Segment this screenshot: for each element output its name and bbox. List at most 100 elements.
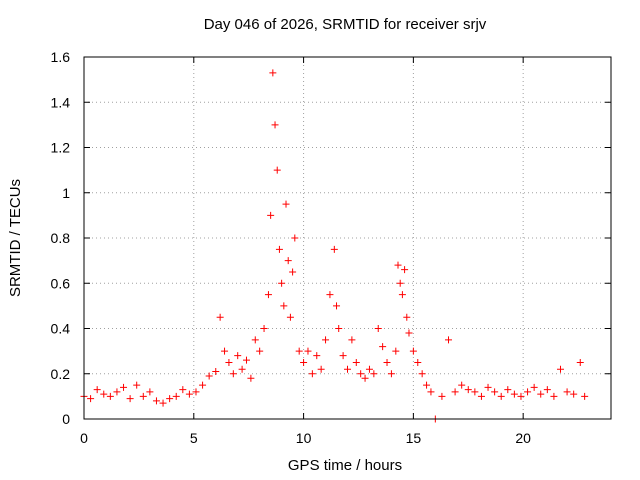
data-point — [234, 352, 242, 360]
data-point — [179, 386, 187, 394]
data-point — [517, 392, 525, 400]
data-point — [280, 302, 288, 310]
data-point — [398, 291, 406, 299]
data-point — [394, 261, 402, 269]
data-point — [159, 399, 167, 407]
plot-frame — [83, 56, 612, 420]
data-point — [339, 352, 347, 360]
data-point — [146, 388, 154, 396]
data-point — [537, 390, 545, 398]
data-point — [284, 257, 292, 265]
data-point — [409, 347, 417, 355]
x-tick-label: 10 — [296, 430, 312, 446]
data-point — [260, 325, 268, 332]
data-point — [304, 347, 312, 355]
data-point — [286, 313, 294, 321]
data-point — [497, 392, 505, 400]
data-point — [273, 166, 281, 174]
x-tick-label: 20 — [515, 430, 531, 446]
data-point — [333, 302, 341, 310]
data-point — [464, 386, 472, 394]
data-point — [484, 383, 492, 391]
data-point — [278, 279, 286, 287]
data-point — [313, 352, 321, 360]
data-point — [275, 245, 283, 253]
data-point — [242, 356, 250, 364]
data-point — [126, 395, 134, 403]
data-point — [401, 266, 409, 274]
y-tick-label: 1.4 — [51, 94, 71, 110]
data-point — [185, 390, 193, 398]
data-point — [100, 390, 108, 398]
data-point — [423, 381, 431, 389]
y-tick-label: 0.4 — [51, 321, 71, 337]
data-point — [251, 336, 259, 344]
data-point — [581, 392, 589, 400]
data-point — [330, 245, 338, 253]
data-point — [543, 386, 551, 394]
chart-title: Day 046 of 2026, SRMTID for receiver srj… — [204, 16, 487, 33]
data-point — [322, 336, 330, 344]
data-point — [133, 381, 141, 389]
data-point — [471, 388, 479, 396]
y-tick-label: 0.2 — [51, 366, 71, 382]
data-point — [269, 69, 277, 77]
data-point — [166, 395, 174, 403]
data-point — [113, 388, 121, 396]
data-point — [524, 388, 532, 396]
data-point — [504, 386, 512, 394]
data-point — [267, 211, 275, 219]
data-point — [317, 365, 325, 373]
data-point — [221, 347, 229, 355]
data-point — [300, 358, 308, 366]
data-point — [370, 370, 378, 378]
x-tick-label: 0 — [80, 430, 88, 446]
data-point — [405, 329, 413, 337]
y-axis-ticks: 0 0.2 0.4 0.6 0.8 1 1.2 1.4 1.6 — [51, 49, 611, 427]
data-point — [106, 392, 114, 400]
data-point — [396, 279, 404, 287]
y-tick-label: 0.8 — [51, 230, 71, 246]
data-point — [271, 121, 279, 129]
data-point — [199, 381, 207, 389]
data-point — [216, 313, 224, 321]
data-point — [530, 383, 538, 391]
data-point — [458, 381, 466, 389]
data-point — [344, 365, 351, 373]
data-point — [93, 386, 101, 394]
data-point — [556, 365, 564, 373]
data-point — [291, 234, 299, 242]
data-point — [289, 268, 297, 276]
y-tick-label: 1.6 — [51, 49, 71, 65]
x-tick-label: 15 — [406, 430, 422, 446]
data-point — [383, 358, 391, 366]
data-point — [414, 358, 422, 366]
data-point — [361, 374, 369, 382]
data-point — [247, 374, 255, 382]
data-point — [403, 313, 411, 321]
data-point — [308, 370, 316, 378]
data-point — [365, 365, 373, 373]
data-point — [357, 370, 365, 378]
data-point — [172, 392, 180, 400]
data-point — [445, 336, 453, 344]
x-axis-ticks: 0 5 10 15 20 — [80, 57, 531, 446]
data-point — [225, 358, 233, 366]
data-point — [264, 291, 272, 299]
data-point — [374, 325, 382, 332]
data-point — [550, 392, 558, 400]
data-point — [256, 347, 264, 355]
data-point — [348, 336, 356, 344]
data-point — [379, 343, 387, 351]
data-point — [438, 392, 446, 400]
data-point — [335, 325, 343, 332]
data-point — [87, 395, 95, 403]
data-point — [295, 347, 303, 355]
data-point — [491, 388, 499, 396]
data-point — [477, 392, 485, 400]
data-point — [418, 370, 426, 378]
data-point — [282, 200, 290, 208]
y-axis-label: SRMTID / TECUs — [7, 179, 24, 297]
data-point — [120, 383, 128, 391]
